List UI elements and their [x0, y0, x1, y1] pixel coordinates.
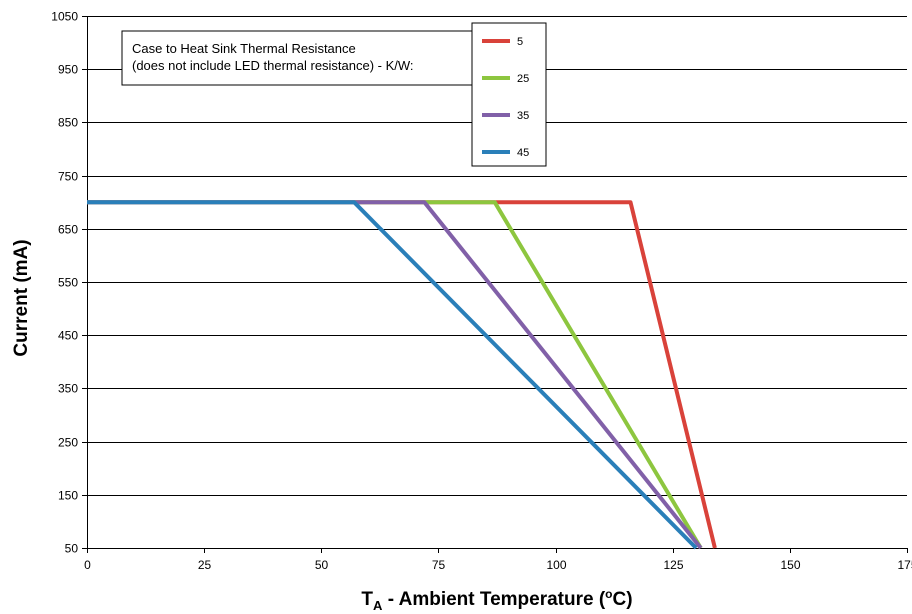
y-tick-label-750: 750	[58, 170, 78, 184]
annotation-box: Case to Heat Sink Thermal Resistance (do…	[121, 30, 473, 86]
x-tick-label-150: 150	[780, 558, 800, 572]
x-axis-title-superscript: o	[605, 587, 612, 601]
y-axis-title: Current (mA)	[11, 239, 32, 356]
x-tick-label-50: 50	[315, 558, 329, 572]
y-tick-label-550: 550	[58, 276, 78, 290]
x-axis-title-subscript: A	[373, 598, 383, 613]
x-tick-label-25: 25	[198, 558, 212, 572]
annotation-box-frame	[121, 30, 473, 86]
x-tick-label-75: 75	[432, 558, 446, 572]
x-axis-title-main: T	[361, 589, 373, 610]
legend-label-35: 35	[517, 110, 529, 122]
y-tick-label-250: 250	[58, 436, 78, 450]
x-tick-label-125: 125	[663, 558, 683, 572]
x-tick-label-0: 0	[84, 558, 91, 572]
series-line-45	[87, 200, 698, 550]
axes	[82, 16, 908, 553]
legend: 5 25 35 45	[471, 22, 547, 167]
x-tick-label-100: 100	[546, 558, 566, 572]
y-tick-label-350: 350	[58, 382, 78, 396]
legend-label-45: 45	[517, 147, 529, 159]
y-tick-label-1050: 1050	[51, 10, 78, 24]
y-tick-label-950: 950	[58, 63, 78, 77]
x-tick-label-175: 175	[897, 558, 912, 572]
y-tick-label-850: 850	[58, 116, 78, 130]
y-tick-label-450: 450	[58, 329, 78, 343]
x-axis-title-rest: - Ambient Temperature (	[382, 589, 605, 610]
legend-label-5: 5	[517, 36, 523, 48]
legend-frame	[471, 22, 547, 167]
legend-label-25: 25	[517, 73, 529, 85]
y-tick-label-50: 50	[65, 542, 79, 556]
series-lines	[87, 200, 717, 550]
y-tick-label-150: 150	[58, 489, 78, 503]
tick-labels: 50 150 250 350 450 550 650 750 850 950 1050 0 25 50 75…	[51, 10, 912, 573]
annotation-line-2: (does not include LED thermal resistance…	[132, 58, 414, 73]
x-axis-title-unit: C)	[613, 589, 633, 610]
y-tick-label-650: 650	[58, 223, 78, 237]
annotation-line-1: Case to Heat Sink Thermal Resistance	[132, 41, 356, 56]
x-axis-title: TA - Ambient Temperature (oC)	[361, 587, 632, 613]
